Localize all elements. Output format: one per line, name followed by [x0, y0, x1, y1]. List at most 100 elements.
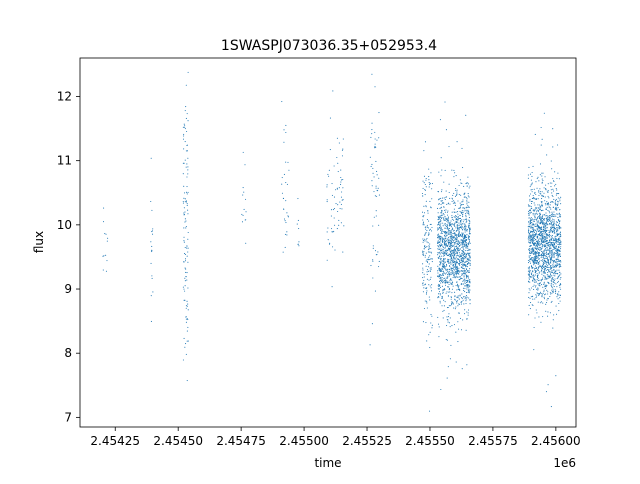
data-point [456, 194, 458, 196]
data-point [326, 231, 328, 233]
data-point [468, 217, 470, 219]
data-point [332, 246, 334, 248]
data-point [539, 282, 542, 284]
data-point [541, 203, 543, 205]
data-point [465, 218, 467, 220]
data-point [445, 292, 447, 294]
data-point [556, 208, 558, 210]
data-point [528, 225, 530, 227]
data-point [437, 227, 439, 229]
data-point [423, 248, 425, 250]
data-point [553, 180, 555, 182]
data-point [451, 223, 453, 225]
data-point [549, 219, 551, 221]
data-point [428, 263, 430, 265]
data-point [528, 235, 530, 237]
data-point [540, 236, 542, 238]
data-point [462, 274, 464, 276]
data-point [541, 294, 543, 296]
data-point [550, 284, 552, 287]
data-point [449, 317, 451, 319]
data-point [532, 222, 534, 224]
data-point [538, 232, 540, 235]
data-point [428, 334, 430, 336]
data-point [334, 249, 336, 251]
data-point [543, 192, 545, 194]
data-point [446, 218, 448, 220]
data-point [541, 138, 543, 140]
data-point [102, 255, 104, 257]
data-point [540, 206, 542, 208]
data-point [372, 172, 374, 174]
data-point [422, 277, 424, 279]
data-point [242, 214, 244, 216]
data-point [557, 207, 559, 209]
data-point [378, 112, 380, 114]
data-point [551, 168, 553, 170]
data-point [554, 278, 556, 280]
data-point [430, 269, 432, 271]
data-point [534, 192, 536, 194]
data-point [440, 236, 442, 238]
data-point [183, 288, 185, 290]
data-point [463, 289, 465, 292]
data-point [342, 199, 344, 201]
data-point [444, 227, 446, 229]
data-point [463, 227, 465, 229]
data-point [541, 221, 543, 224]
data-point [540, 144, 542, 146]
data-point [551, 224, 553, 226]
data-point [544, 222, 546, 224]
data-point [556, 238, 558, 240]
data-point [287, 216, 290, 218]
data-point [468, 223, 470, 225]
data-point [549, 312, 551, 314]
data-point [450, 237, 452, 239]
data-point [462, 221, 464, 223]
data-point [184, 159, 186, 161]
data-point [528, 248, 530, 251]
data-point [422, 291, 424, 293]
data-point [374, 250, 377, 252]
data-point [538, 230, 540, 232]
data-point [529, 308, 531, 310]
data-point [439, 224, 441, 226]
data-point [554, 282, 556, 284]
data-point [444, 233, 446, 235]
data-point [538, 237, 540, 239]
data-point [557, 230, 559, 232]
data-point [440, 275, 442, 277]
data-point [555, 223, 557, 225]
data-point [151, 277, 153, 279]
data-point [547, 298, 549, 300]
data-point [534, 269, 536, 272]
data-point [454, 296, 456, 298]
data-point [450, 273, 452, 275]
data-point [186, 340, 188, 342]
data-point [187, 340, 189, 342]
data-point [451, 279, 453, 281]
data-point [539, 230, 541, 232]
data-point [464, 243, 466, 245]
data-point [537, 204, 539, 206]
data-point [532, 250, 534, 253]
data-point [534, 245, 537, 247]
data-point [468, 225, 471, 227]
data-point [446, 252, 448, 254]
data-point [528, 272, 530, 274]
data-point [466, 203, 468, 205]
data-point [378, 137, 380, 139]
data-point [281, 177, 283, 179]
data-point [550, 252, 552, 254]
chart-title: 1SWASPJ073036.35+052953.4 [221, 38, 437, 54]
data-point [374, 131, 376, 133]
data-point [463, 249, 465, 251]
data-point [185, 225, 187, 228]
data-point [459, 261, 461, 264]
data-point [184, 211, 186, 213]
data-point [452, 285, 454, 287]
data-point [243, 191, 245, 193]
data-point [553, 247, 555, 249]
data-point [552, 221, 554, 223]
data-point [441, 260, 443, 262]
